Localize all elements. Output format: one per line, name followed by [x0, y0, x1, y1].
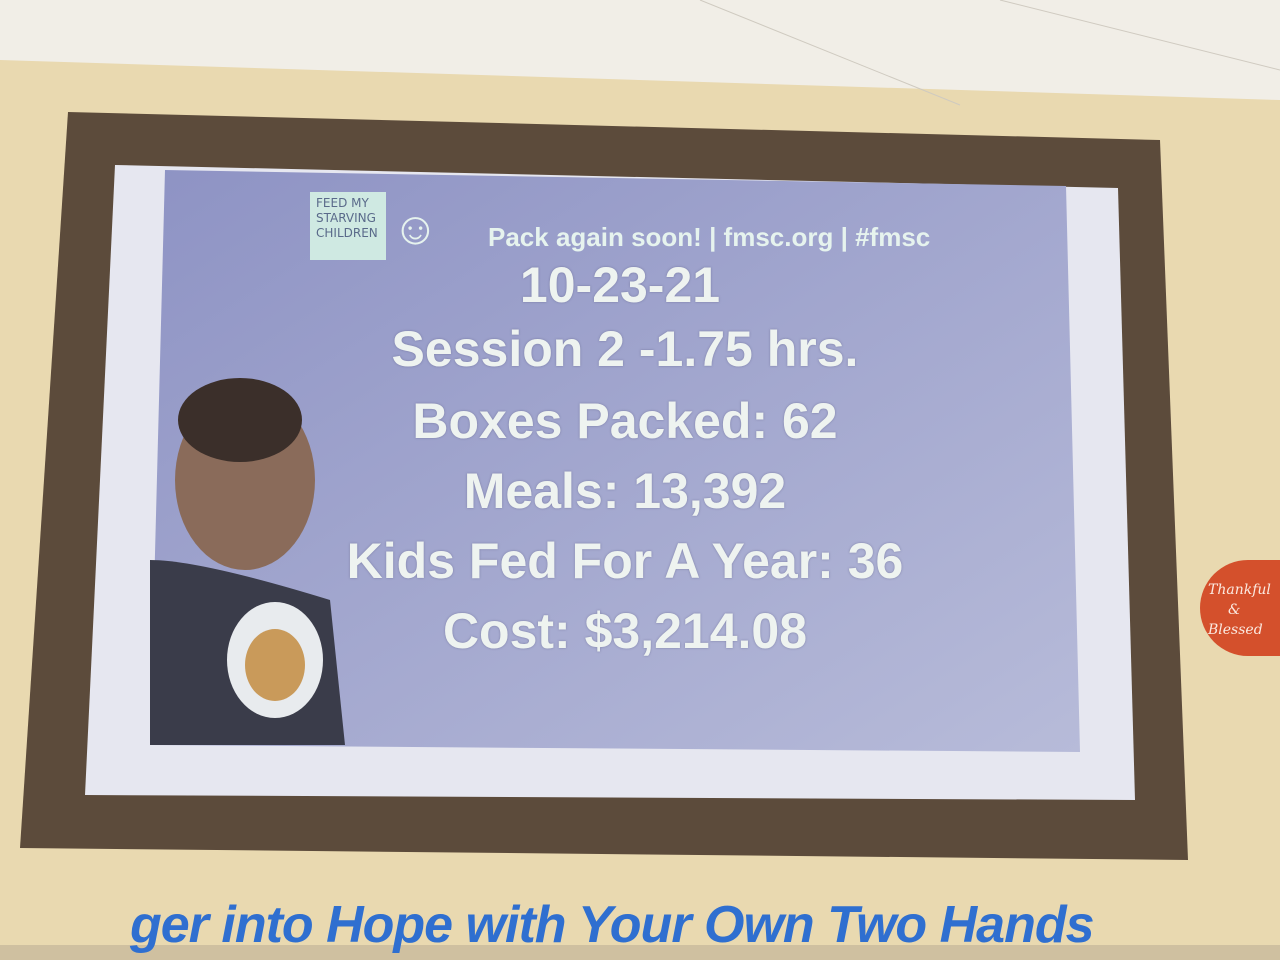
sign-line: Thankful	[1208, 582, 1271, 598]
boxes-packed: Boxes Packed: 62	[412, 393, 838, 449]
ceiling-tile-seam	[999, 0, 1280, 71]
slide	[150, 170, 1080, 752]
logo-line: FEED MY	[316, 196, 369, 210]
ceiling	[0, 0, 1280, 100]
date: 10-23-21	[519, 257, 721, 313]
kids-fed: Kids Fed For A Year: 36	[346, 533, 904, 589]
child-photo	[150, 378, 345, 745]
logo-line: STARVING	[316, 211, 376, 225]
thankful-blessed-sign: Thankful & Blessed	[1200, 560, 1280, 656]
tagline: Pack again soon! | fmsc.org | #fmsc	[488, 222, 931, 252]
wall-shelf	[0, 945, 1280, 960]
sign-line: Blessed	[1208, 622, 1263, 638]
session: Session 2 -1.75 hrs.	[391, 321, 859, 377]
sign-line: &	[1228, 602, 1241, 618]
wall-slogan: ger into Hope with Your Own Two Hands	[130, 896, 1095, 954]
logo-line: CHILDREN	[316, 226, 378, 240]
fmsc-logo: FEED MY STARVING CHILDREN	[310, 192, 386, 260]
people-sharing-icon: ☺	[392, 202, 439, 254]
ceiling-tile-seam	[699, 0, 961, 106]
meals: Meals: 13,392	[463, 463, 787, 519]
cost: Cost: $3,214.08	[442, 603, 808, 659]
